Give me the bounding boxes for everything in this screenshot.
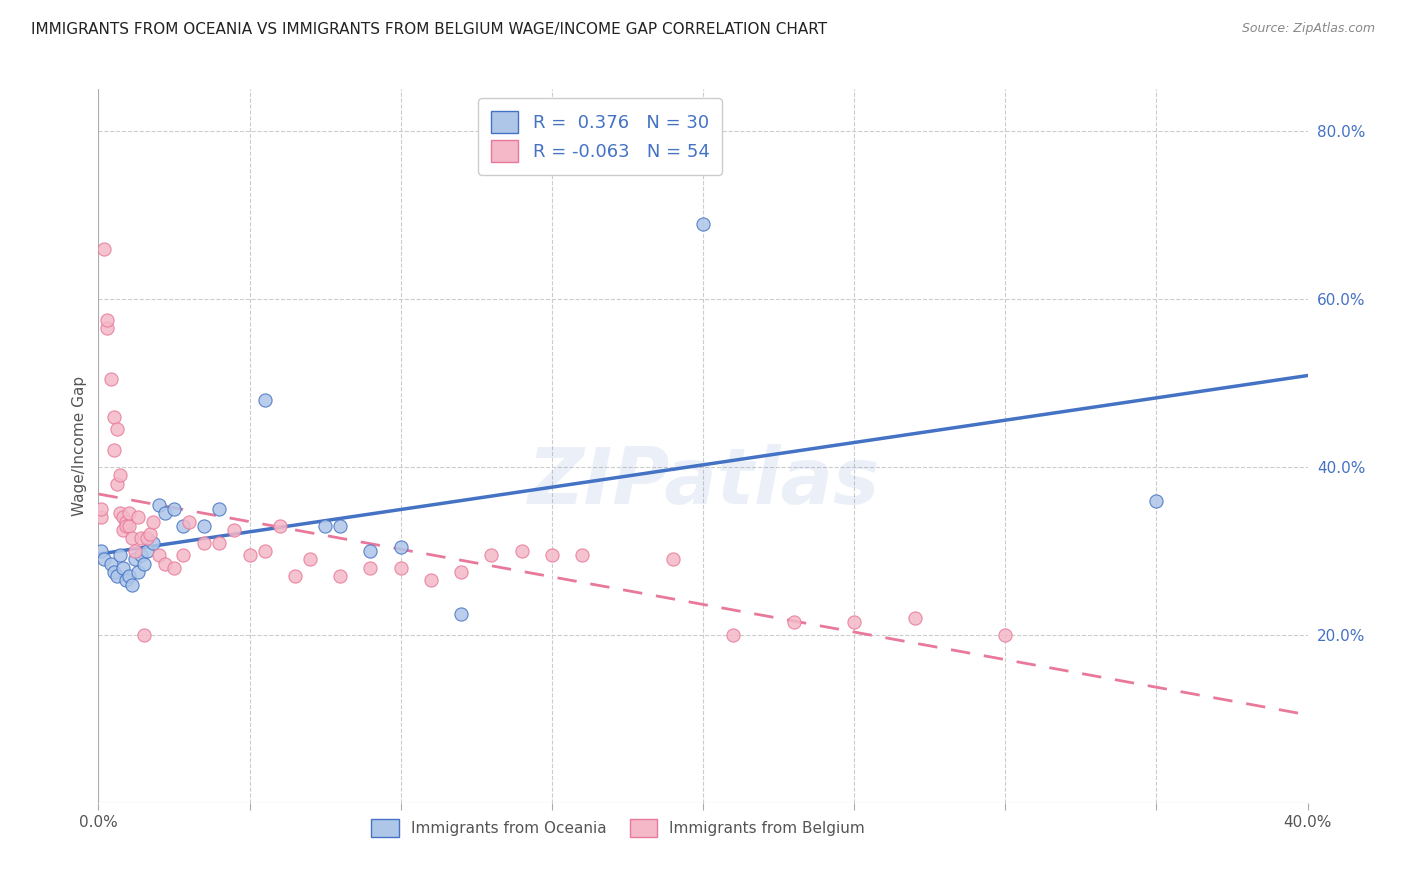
Point [111,510,134,524]
Y-axis label: Wage/Income Gap: Wage/Income Gap [72,376,87,516]
Point [450,565,472,579]
Point [389,560,412,574]
Point [329,569,352,583]
Point [108,468,131,483]
Point [661,552,683,566]
Point [90,544,112,558]
Point [96,321,118,335]
Point [239,548,262,562]
Point [127,565,149,579]
Point [1144,493,1167,508]
Point [510,544,533,558]
Point [124,544,146,558]
Point [163,502,186,516]
Point [148,498,170,512]
Point [783,615,806,630]
Point [692,217,714,231]
Point [299,552,322,566]
Point [153,506,176,520]
Point [193,535,215,549]
Point [450,607,472,621]
Point [481,548,503,562]
Point [103,409,125,424]
Text: ZIPatlas: ZIPatlas [527,443,879,520]
Point [114,515,136,529]
Point [100,557,122,571]
Point [329,518,352,533]
Point [224,523,246,537]
Point [142,515,165,529]
Point [193,518,215,533]
Point [111,523,134,537]
Point [135,532,157,546]
Point [153,557,176,571]
Point [105,476,128,491]
Point [127,510,149,524]
Point [100,372,122,386]
Point [540,548,562,562]
Point [139,527,162,541]
Point [253,544,276,558]
Point [121,577,143,591]
Point [994,628,1017,642]
Point [103,443,125,458]
Point [118,518,141,533]
Point [844,615,866,630]
Point [129,532,152,546]
Point [93,552,115,566]
Point [284,569,307,583]
Point [124,552,146,566]
Point [108,506,131,520]
Point [179,515,201,529]
Point [269,518,291,533]
Point [148,548,170,562]
Point [314,518,336,533]
Point [360,560,382,574]
Point [108,548,131,562]
Point [253,392,276,407]
Point [420,574,443,588]
Point [208,535,231,549]
Point [163,560,186,574]
Point [121,532,143,546]
Text: Source: ZipAtlas.com: Source: ZipAtlas.com [1241,22,1375,36]
Point [360,544,382,558]
Legend: Immigrants from Oceania, Immigrants from Belgium: Immigrants from Oceania, Immigrants from… [364,811,873,845]
Point [111,560,134,574]
Point [118,506,141,520]
Point [96,313,118,327]
Point [208,502,231,516]
Point [114,574,136,588]
Point [142,535,165,549]
Point [135,544,157,558]
Point [129,548,152,562]
Point [90,502,112,516]
Point [132,628,155,642]
Point [904,611,927,625]
Text: IMMIGRANTS FROM OCEANIA VS IMMIGRANTS FROM BELGIUM WAGE/INCOME GAP CORRELATION C: IMMIGRANTS FROM OCEANIA VS IMMIGRANTS FR… [31,22,827,37]
Point [571,548,593,562]
Point [105,569,128,583]
Point [105,422,128,436]
Point [172,548,194,562]
Point [389,540,412,554]
Point [90,510,112,524]
Point [93,242,115,256]
Point [132,557,155,571]
Point [723,628,745,642]
Point [103,565,125,579]
Point [118,569,141,583]
Point [172,518,194,533]
Point [114,518,136,533]
